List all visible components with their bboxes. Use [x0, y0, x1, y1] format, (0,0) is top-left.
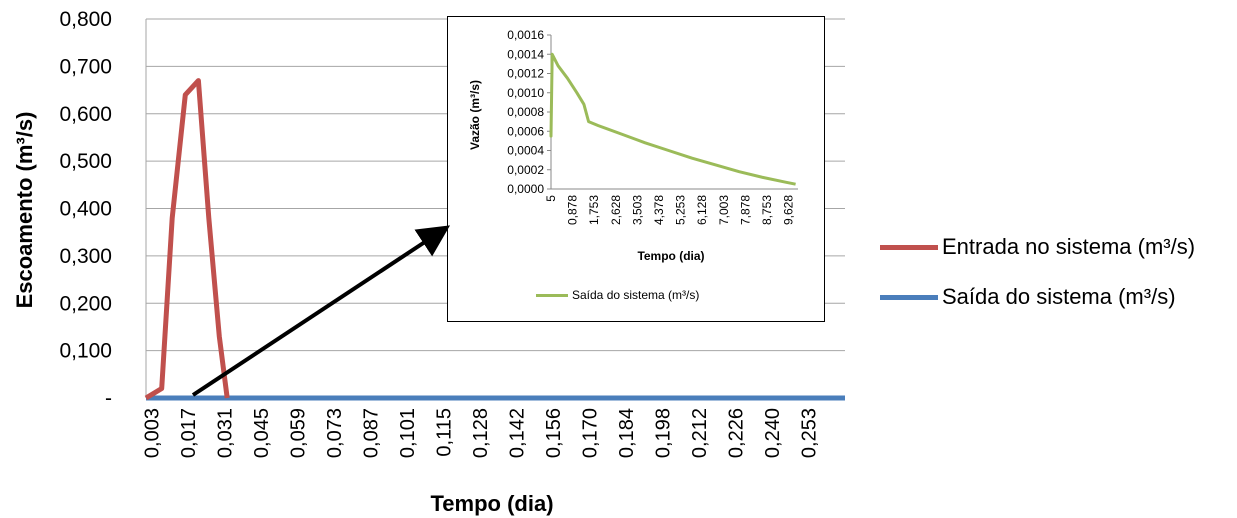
inset-y-tick-labels: 0,0000 0,0002 0,0004 0,0006 0,0008 0,0010 0,00…: [507, 28, 544, 196]
main-x-tick-label: 0,198: [653, 408, 675, 458]
main-y-tick-label: 0,300: [59, 245, 112, 268]
inset-y-tick-label: 0,0014: [507, 47, 544, 61]
inset-x-tick-label: 1,753: [587, 195, 601, 225]
inset-y-tick-label: 0,0012: [507, 67, 544, 81]
inset-y-tick-label: 0,0008: [507, 105, 544, 119]
main-x-tick-label: 0,212: [689, 408, 711, 458]
main-x-tick-label: 0,184: [616, 408, 638, 458]
inset-x-tick-label: 5,253: [674, 195, 688, 225]
legend-swatch-saida: [880, 294, 938, 300]
inset-legend-swatch: [536, 293, 568, 297]
legend-item-saida: Saída do sistema (m³/s): [880, 284, 1176, 310]
inset-x-tick-label: 2,628: [609, 195, 623, 225]
inset-series-line-saida: [549, 52, 796, 186]
inset-y-tick-label: 0,0010: [507, 86, 544, 100]
main-x-tick-label: 0,253: [799, 408, 821, 458]
inset-x-tick-label: 6,128: [695, 195, 709, 225]
main-x-tick-label: 0,087: [361, 408, 383, 458]
legend-label-saida: Saída do sistema (m³/s): [942, 284, 1176, 309]
main-x-tick-labels: 0,003 0,017 0,031 0,045 0,059 0,073 0,087 0,101…: [142, 408, 821, 458]
inset-x-axis-label: Tempo (dia): [637, 249, 704, 263]
legend-label-entrada: Entrada no sistema (m³/s): [942, 234, 1196, 259]
inset-legend-label: Saída do sistema (m³/s): [572, 288, 700, 302]
inset-x-tick-label: 5: [544, 195, 558, 202]
main-x-tick-label: 0,240: [762, 408, 784, 458]
inset-y-tick-label: 0,0004: [507, 144, 544, 158]
main-x-tick-label: 0,115: [434, 408, 456, 457]
main-y-tick-label: 0,600: [59, 103, 112, 126]
inset-x-tick-labels: 5 0,878 1,753 2,628 3,503 4,378 5,253 6,128 7,00…: [544, 195, 796, 225]
main-y-tick-label: -: [105, 387, 112, 410]
legend-swatch-entrada: [880, 244, 938, 250]
main-x-tick-label: 0,031: [215, 408, 237, 458]
main-y-tick-label: 0,800: [59, 8, 112, 31]
main-x-tick-label: 0,073: [324, 408, 346, 458]
main-y-axis-label: Escoamento (m³/s): [12, 112, 37, 309]
inset-y-axis-label: Vazão (m³/s): [468, 80, 482, 150]
main-y-tick-label: 0,400: [59, 198, 112, 221]
inset-legend: Saída do sistema (m³/s): [536, 288, 699, 302]
main-y-tick-label: 0,200: [59, 292, 112, 315]
main-x-tick-label: 0,128: [470, 408, 492, 458]
main-x-tick-label: 0,059: [288, 408, 310, 458]
inset-series-line: [549, 52, 796, 186]
inset-y-tick-label: 0,0000: [507, 182, 544, 196]
inset-y-tick-label: 0,0016: [507, 28, 544, 42]
main-x-tick-label: 0,045: [251, 408, 273, 458]
inset-y-tick-label: 0,0006: [507, 124, 544, 138]
main-x-tick-label: 0,156: [543, 408, 565, 458]
main-y-tick-label: 0,500: [59, 150, 112, 173]
main-x-tick-label: 0,170: [580, 408, 602, 458]
main-x-axis-label: Tempo (dia): [430, 491, 553, 516]
inset-x-tick-label: 8,753: [760, 195, 774, 225]
inset-chart: 0,0000 0,0002 0,0004 0,0006 0,0008 0,0010 0,00…: [447, 16, 825, 322]
inset-x-tick-label: 3,503: [630, 195, 644, 225]
main-x-tick-label: 0,101: [397, 408, 419, 458]
main-x-tick-label: 0,226: [726, 408, 748, 458]
inset-x-tick-label: 7,003: [717, 195, 731, 225]
main-y-tick-label: 0,700: [59, 55, 112, 78]
inset-x-tick-label: 9,628: [782, 195, 796, 225]
main-x-tick-label: 0,017: [178, 408, 200, 458]
main-x-tick-label: 0,142: [507, 408, 529, 458]
inset-y-tick-label: 0,0002: [507, 163, 544, 177]
inset-x-tick-label: 4,378: [652, 195, 666, 225]
legend-item-entrada: Entrada no sistema (m³/s): [880, 234, 1195, 260]
main-y-tick-label: 0,100: [59, 340, 112, 363]
main-y-tick-labels: - 0,100 0,200 0,300 0,400 0,500 0,600 0,700 0,80…: [59, 8, 112, 410]
inset-chart-svg: 0,0000 0,0002 0,0004 0,0006 0,0008 0,0010 0,00…: [468, 28, 798, 263]
main-x-tick-label: 0,003: [142, 408, 164, 458]
inset-x-tick-label: 7,878: [738, 195, 752, 225]
inset-x-tick-label: 0,878: [566, 195, 580, 225]
